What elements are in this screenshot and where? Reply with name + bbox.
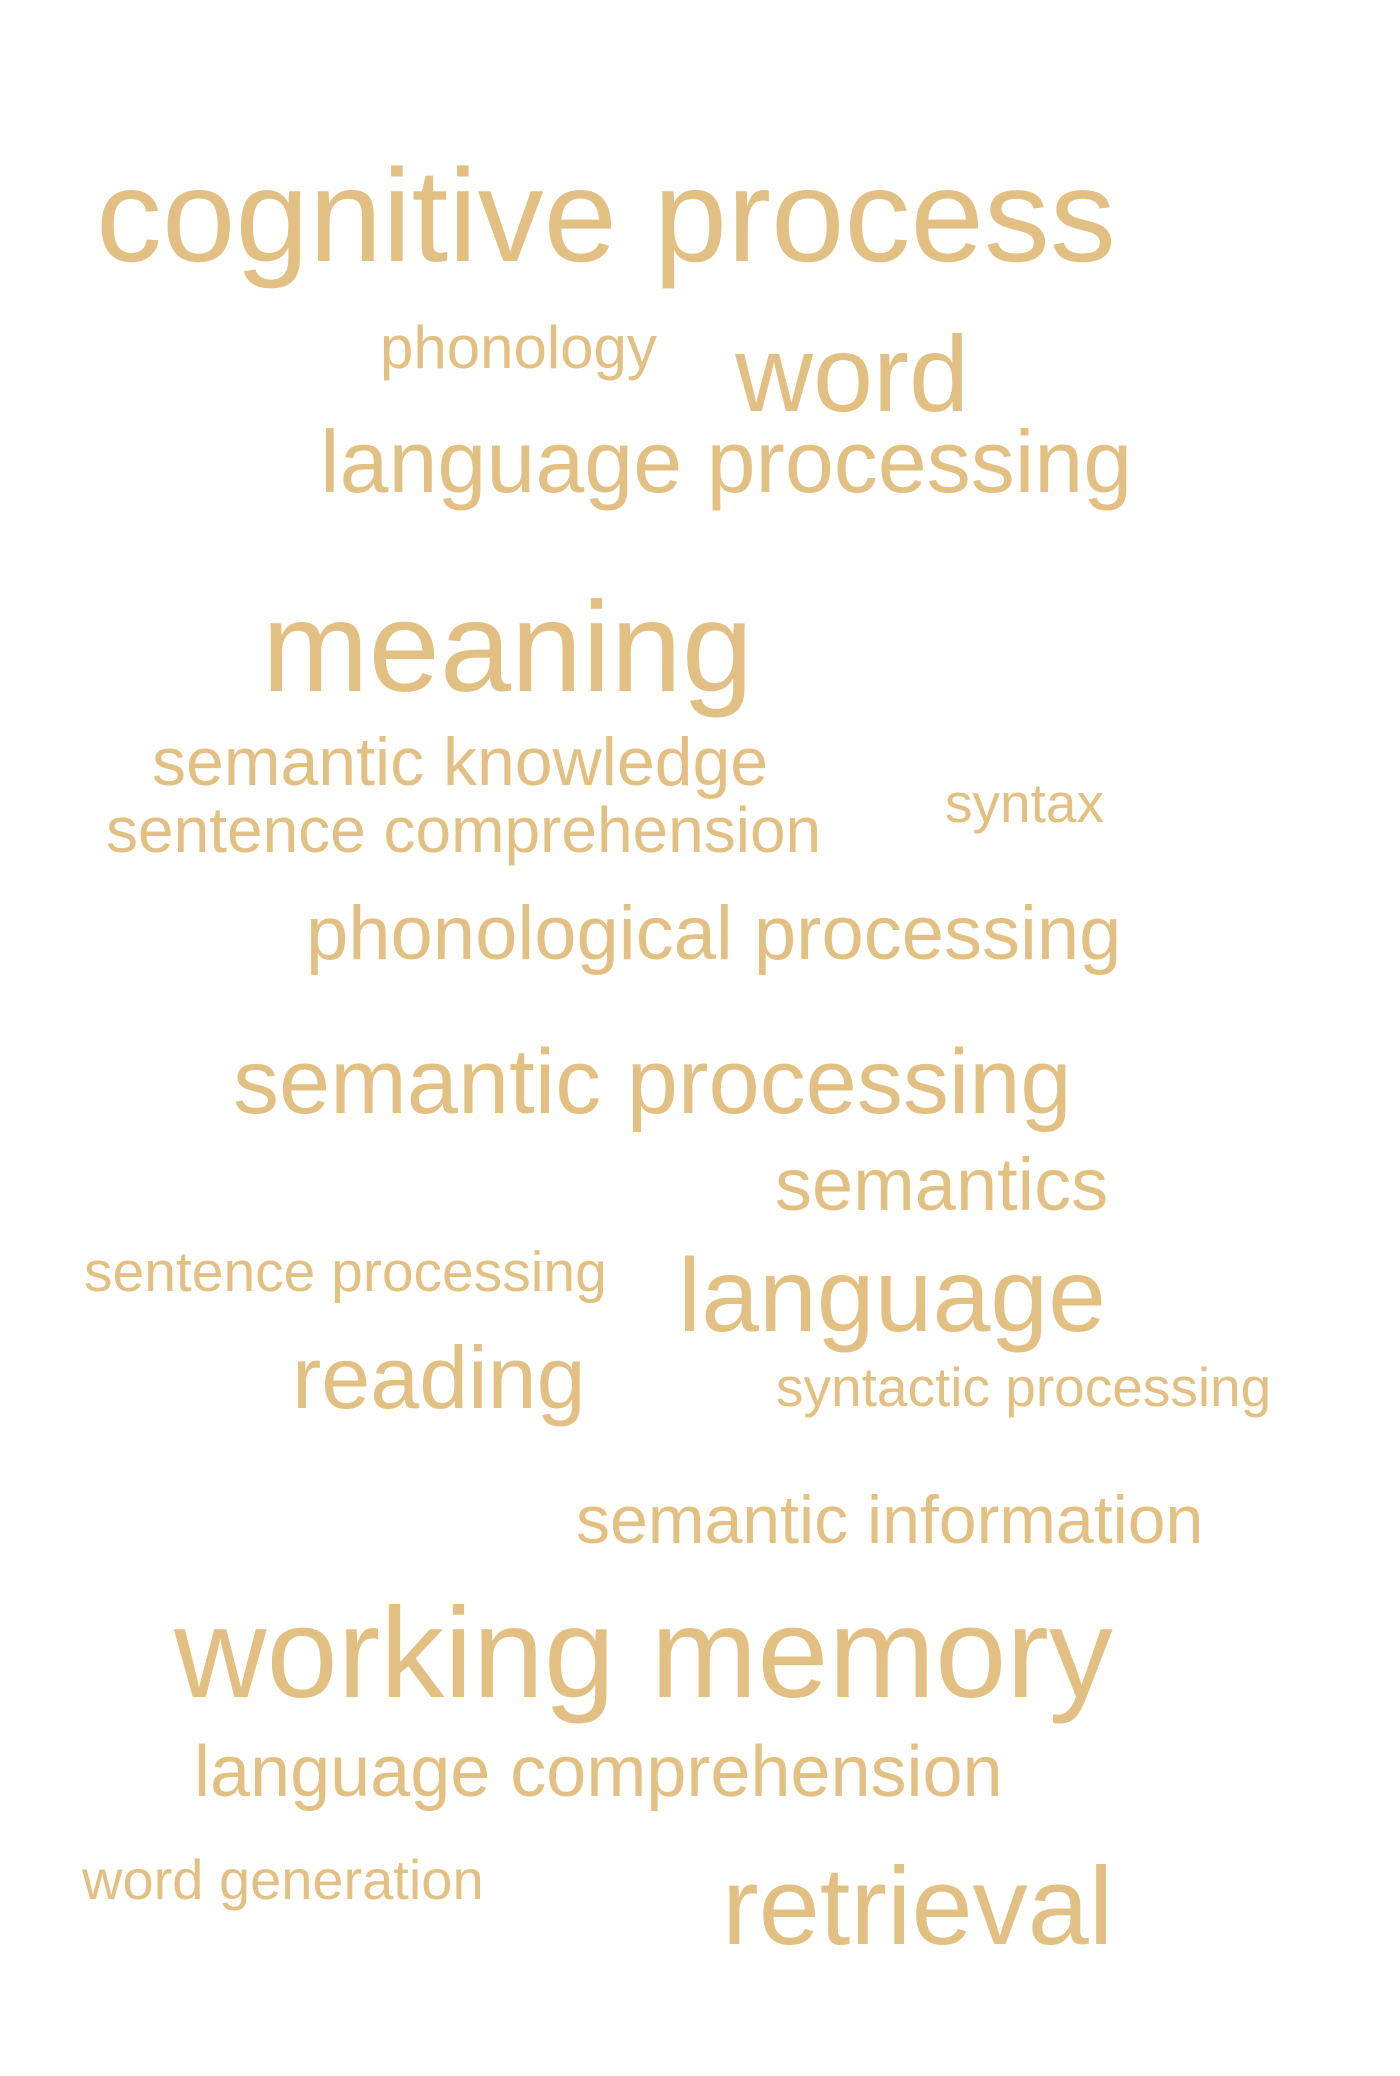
- term-semantics: semantics: [775, 1143, 1109, 1226]
- term-language: language: [678, 1238, 1106, 1354]
- term-syntax: syntax: [945, 772, 1104, 834]
- term-cognitive-process: cognitive process: [96, 142, 1116, 289]
- term-sentence-processing: sentence processing: [84, 1240, 607, 1304]
- term-working-memory: working memory: [174, 1582, 1113, 1725]
- term-word: word: [735, 313, 970, 434]
- term-semantic-information: semantic information: [576, 1482, 1204, 1558]
- term-retrieval: retrieval: [722, 1845, 1114, 1968]
- term-language-comprehension: language comprehension: [194, 1732, 1003, 1812]
- term-reading: reading: [292, 1328, 586, 1427]
- term-phonological-processing: phonological processing: [306, 891, 1122, 976]
- term-semantic-knowledge: semantic knowledge: [152, 724, 769, 800]
- term-semantic-processing: semantic processing: [233, 1031, 1072, 1133]
- term-meaning: meaning: [262, 576, 753, 719]
- term-phonology: phonology: [380, 314, 657, 381]
- term-syntactic-processing: syntactic processing: [776, 1356, 1272, 1418]
- term-language-processing: language processing: [320, 412, 1133, 511]
- term-word-generation: word generation: [82, 1848, 484, 1911]
- term-sentence-comprehension: sentence comprehension: [106, 794, 822, 866]
